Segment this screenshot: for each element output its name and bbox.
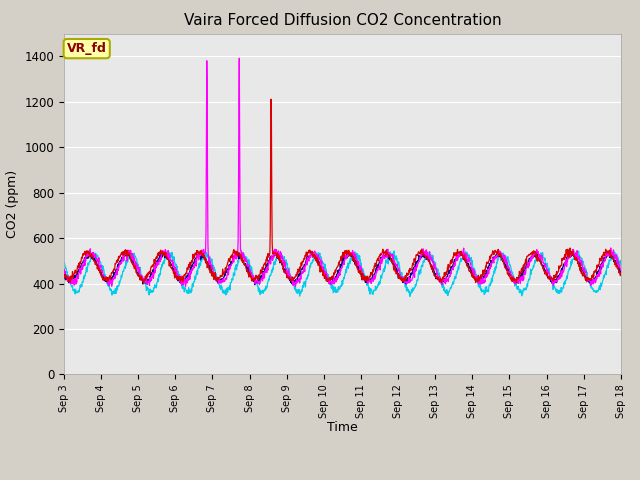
Title: Vaira Forced Diffusion CO2 Concentration: Vaira Forced Diffusion CO2 Concentration (184, 13, 501, 28)
Y-axis label: CO2 (ppm): CO2 (ppm) (6, 170, 19, 238)
X-axis label: Time: Time (327, 421, 358, 434)
Text: VR_fd: VR_fd (67, 42, 107, 55)
